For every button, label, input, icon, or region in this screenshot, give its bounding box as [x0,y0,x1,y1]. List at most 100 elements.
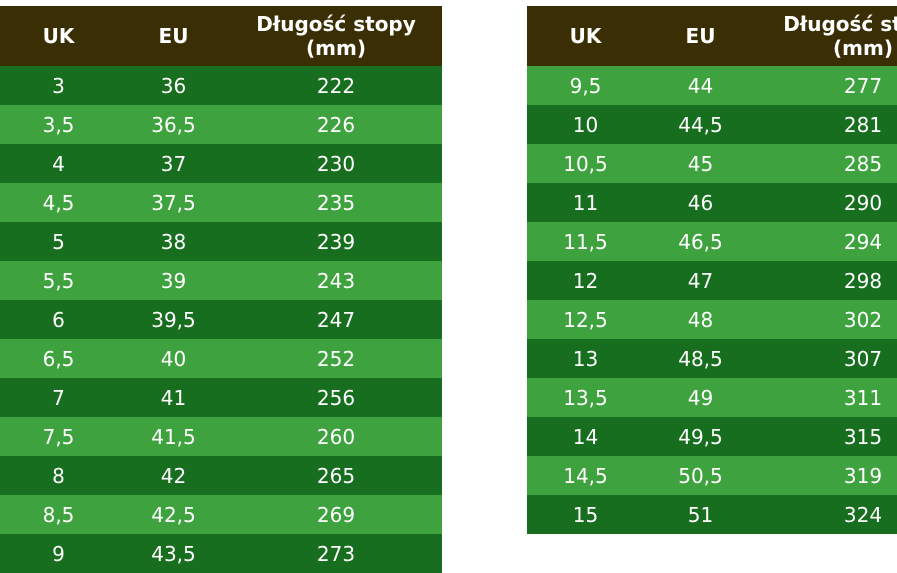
foot-length-value: 235 [316,190,356,215]
table-row: 11 46 290 [527,183,897,222]
table-row: 4,5 37,5 235 [0,183,442,222]
size-table-body: 9,5 44 277 10 44,5 281 10,5 45 285 11 46 290 11,5 46,… [527,66,897,534]
eu-value: 51 [687,502,714,527]
table-row: 15 51 324 [527,495,897,534]
uk-value: 9,5 [569,73,602,98]
eu-value: 45 [687,151,714,176]
uk-value: 9 [52,541,65,566]
column-header-uk: UK [569,24,602,48]
eu-value: 49 [687,385,714,410]
table-row: 6,5 40 252 [0,339,442,378]
eu-value: 38 [160,229,187,254]
uk-value: 15 [572,502,599,527]
uk-value: 7,5 [42,424,75,449]
foot-length-value: 302 [843,307,883,332]
eu-value: 37,5 [151,190,196,215]
foot-length-value: 307 [843,346,883,371]
header-row: UK EU Długość stopy (mm) [0,6,442,66]
table-row: 14 49,5 315 [527,417,897,456]
uk-value: 7 [52,385,65,410]
eu-value: 44 [687,73,714,98]
eu-value: 43,5 [151,541,196,566]
foot-length-value: 281 [843,112,883,137]
uk-value: 6 [52,307,65,332]
foot-length-value: 298 [843,268,883,293]
uk-value: 6,5 [42,346,75,371]
eu-value: 39,5 [151,307,196,332]
uk-value: 3 [52,73,65,98]
table-row: 12 47 298 [527,261,897,300]
uk-value: 12 [572,268,599,293]
foot-length-value: 269 [316,502,356,527]
uk-value: 10 [572,112,599,137]
table-row: 10 44,5 281 [527,105,897,144]
table-row: 9 43,5 273 [0,534,442,573]
eu-value: 50,5 [678,463,723,488]
table-row: 8,5 42,5 269 [0,495,442,534]
eu-value: 48,5 [678,346,723,371]
eu-value: 37 [160,151,187,176]
table-row: 7,5 41,5 260 [0,417,442,456]
size-table-right: UK EU Długość stopy (mm) 9,5 44 277 10 44,5 281… [527,6,897,534]
foot-length-value: 252 [316,346,356,371]
uk-value: 5 [52,229,65,254]
uk-value: 14 [572,424,599,449]
foot-length-value: 222 [316,73,356,98]
foot-length-value: 265 [316,463,356,488]
foot-length-value: 277 [843,73,883,98]
eu-value: 41 [160,385,187,410]
foot-length-value: 290 [843,190,883,215]
uk-value: 14,5 [563,463,608,488]
foot-length-value: 230 [316,151,356,176]
uk-value: 4 [52,151,65,176]
foot-length-value: 285 [843,151,883,176]
size-table-left: UK EU Długość stopy (mm) 3 36 222 3,5 3 6,5 226 4… [0,6,442,573]
table-row: 5 38 239 [0,222,442,261]
foot-length-value: 294 [843,229,883,254]
header-row: UK EU Długość stopy (mm) [527,6,897,66]
column-header-foot-length: Długość stopy (mm) [256,12,416,60]
table-row: 3 36 222 [0,66,442,105]
foot-length-value: 226 [316,112,356,137]
foot-length-value: 273 [316,541,356,566]
column-header-uk: UK [42,24,75,48]
uk-value: 11 [572,190,599,215]
uk-value: 3,5 [42,112,75,137]
eu-value: 48 [687,307,714,332]
eu-value: 39 [160,268,187,293]
eu-value: 41,5 [151,424,196,449]
eu-value: 42,5 [151,502,196,527]
table-row: 13,5 49 311 [527,378,897,417]
table-row: 9,5 44 277 [527,66,897,105]
eu-value: 46 [687,190,714,215]
eu-value: 46,5 [678,229,723,254]
uk-value: 10,5 [563,151,608,176]
uk-value: 13,5 [563,385,608,410]
foot-length-value: 319 [843,463,883,488]
column-header-eu: EU [685,24,716,48]
uk-value: 4,5 [42,190,75,215]
uk-value: 12,5 [563,307,608,332]
table-row: 10,5 45 285 [527,144,897,183]
eu-value: 47 [687,268,714,293]
foot-length-value: 256 [316,385,356,410]
table-row: 8 42 265 [0,456,442,495]
table-row: 6 39,5 247 [0,300,442,339]
table-row: 5,5 39 243 [0,261,442,300]
foot-length-value: 243 [316,268,356,293]
table-row: 13 48,5 307 [527,339,897,378]
uk-value: 11,5 [563,229,608,254]
foot-length-value: 311 [843,385,883,410]
foot-length-value: 315 [843,424,883,449]
table-row: 4 37 230 [0,144,442,183]
uk-value: 8 [52,463,65,488]
eu-value: 44,5 [678,112,723,137]
uk-value: 8,5 [42,502,75,527]
table-row: 12,5 48 302 [527,300,897,339]
eu-value: 36 [160,73,187,98]
column-header-foot-length: Długość stopy (mm) [783,12,897,60]
eu-value: 40 [160,346,187,371]
eu-value: 42 [160,463,187,488]
column-header-eu: EU [158,24,189,48]
table-row: 14,5 50,5 319 [527,456,897,495]
